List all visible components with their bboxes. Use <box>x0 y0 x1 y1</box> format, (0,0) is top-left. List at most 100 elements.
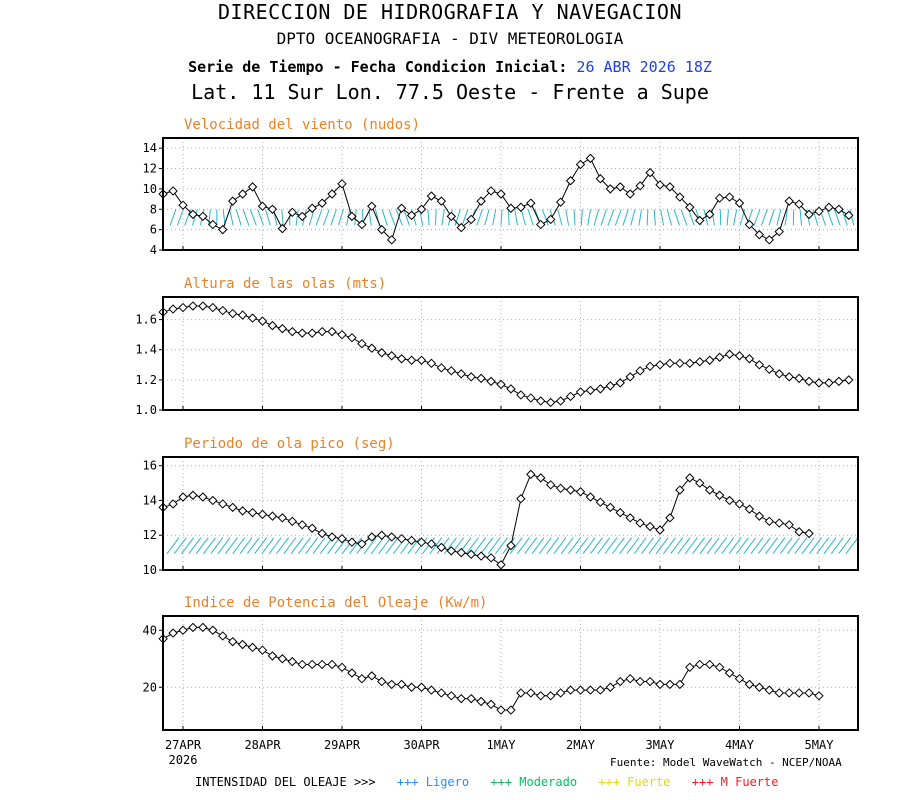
data-point <box>426 685 437 695</box>
y-tick-label: 6 <box>150 223 157 237</box>
direction-arrow <box>208 209 211 226</box>
direction-arrow <box>319 537 333 554</box>
data-point <box>844 210 854 221</box>
direction-arrow <box>673 209 680 226</box>
data-point <box>168 186 178 196</box>
data-point <box>257 645 268 655</box>
data-point <box>635 676 645 687</box>
data-point <box>794 199 804 209</box>
direction-arrow <box>295 209 299 226</box>
data-point <box>625 189 635 199</box>
direction-arrow <box>487 537 501 554</box>
data-point <box>247 507 258 518</box>
y-tick-label: 20 <box>143 680 157 694</box>
data-point <box>704 355 715 365</box>
legend-item-ligero: +++ Ligero <box>396 775 470 789</box>
data-point <box>545 397 556 408</box>
direction-arrows <box>169 209 855 226</box>
intensity-legend-label: INTENSIDAD DEL OLEAJE >>> <box>195 775 376 789</box>
direction-arrow <box>254 537 268 554</box>
data-point <box>555 197 566 207</box>
data-point <box>307 203 317 213</box>
data-point <box>834 204 844 214</box>
direction-arrow <box>305 537 319 554</box>
x-tick-label: 5MAY <box>805 738 835 752</box>
plot-frame <box>162 137 859 251</box>
direction-arrow <box>684 537 698 554</box>
data-point <box>367 201 377 211</box>
chart-panel-3: Periodo de ola pico (seg) 10 12 14 16 <box>143 436 859 577</box>
data-point <box>237 189 248 199</box>
data-point <box>625 513 635 523</box>
data-point <box>416 682 427 692</box>
data-point <box>267 511 278 521</box>
direction-arrow <box>809 537 822 554</box>
data-point <box>198 211 208 222</box>
data-point <box>804 688 814 698</box>
data-point <box>685 358 695 369</box>
data-point <box>585 385 596 396</box>
plot-frame <box>162 615 859 731</box>
direction-arrow <box>626 537 640 554</box>
direction-arrow <box>714 537 727 554</box>
direction-arrow <box>268 537 282 554</box>
data-point <box>724 192 735 202</box>
direction-arrow <box>465 537 479 554</box>
data-point <box>178 625 188 635</box>
direction-arrow <box>484 209 490 226</box>
direction-arrow <box>736 537 749 554</box>
data-point <box>804 528 814 539</box>
data-point <box>625 372 635 382</box>
data-point <box>347 537 357 547</box>
data-point <box>555 396 566 406</box>
direction-arrow <box>441 209 445 226</box>
direction-arrow <box>327 537 341 554</box>
data-point <box>357 673 367 684</box>
direction-arrow <box>281 209 284 226</box>
direction-arrow <box>407 537 421 554</box>
data-point <box>277 223 288 234</box>
x-tick-label: 30APR <box>403 738 440 752</box>
direction-arrow <box>630 209 636 226</box>
direction-arrow <box>845 537 859 554</box>
direction-arrow <box>265 209 271 226</box>
data-point <box>277 323 288 334</box>
data-point <box>188 209 198 220</box>
direction-arrow <box>784 209 788 226</box>
data-point <box>267 204 278 214</box>
data-point <box>466 214 476 225</box>
y-tick-label: 14 <box>143 493 157 507</box>
direction-arrow <box>553 537 567 554</box>
data-point <box>545 691 556 701</box>
direction-arrow <box>500 209 503 226</box>
data-point <box>794 527 804 537</box>
data-point <box>168 499 178 509</box>
data-point <box>784 372 794 382</box>
data-point <box>486 376 496 387</box>
x-tick-label: 27APR <box>165 738 202 752</box>
data-point <box>595 497 606 507</box>
data-point <box>655 679 665 690</box>
data-point <box>506 203 516 213</box>
data-point <box>456 369 466 379</box>
direction-arrow <box>520 209 526 226</box>
direction-arrow <box>517 537 530 554</box>
direction-arrow <box>257 209 264 226</box>
direction-arrow <box>653 209 656 226</box>
direction-arrow <box>600 209 607 226</box>
data-point <box>307 659 317 670</box>
direction-arrow <box>768 209 775 226</box>
data-point <box>774 226 784 237</box>
direction-arrow <box>557 209 563 226</box>
direction-arrow <box>726 209 729 226</box>
y-tick-label: 12 <box>143 162 157 176</box>
data-point <box>367 671 377 681</box>
y-tick-label: 1.0 <box>135 403 157 417</box>
data-point <box>774 688 784 698</box>
direction-arrow <box>604 537 618 554</box>
data-point <box>307 523 317 533</box>
direction-arrow <box>575 537 589 554</box>
data-point <box>625 673 635 684</box>
direction-arrow <box>760 209 768 226</box>
data-point <box>287 516 298 527</box>
